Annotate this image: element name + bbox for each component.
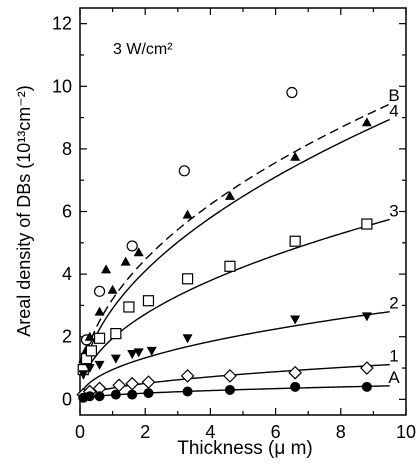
data-point [288,365,303,380]
data-point [290,381,301,392]
data-point [180,369,195,383]
data-point [84,391,95,402]
data-point [93,285,106,297]
data-point [361,218,373,230]
data-point [133,348,144,358]
data-point [290,151,301,161]
data-point [112,378,126,393]
series-label-1: 1 [389,347,398,366]
fit-curve-3 [82,218,390,380]
series-label-2: 2 [389,294,398,313]
y-tick-label: 2 [62,327,72,347]
fit-curve-4 [82,118,390,371]
data-point [84,364,95,374]
data-point [182,209,193,219]
data-point [361,117,372,127]
data-point [224,190,235,200]
data-point [123,301,135,313]
data-point [107,284,118,294]
series-label-3: 3 [389,201,398,220]
x-tick-label: 2 [140,422,150,442]
y-tick-label: 0 [62,389,72,409]
data-point [360,361,374,375]
data-point [94,306,105,316]
data-point [224,260,236,272]
plot-frame [79,7,407,416]
fit-curve-B [82,103,390,367]
data-point [141,375,156,389]
data-point [126,240,138,252]
data-point [94,360,105,370]
data-point [78,370,89,380]
data-point [94,391,105,402]
x-tick-label: 0 [75,422,85,442]
data-point [110,389,121,400]
y-tick-label: 10 [52,76,72,96]
data-point [181,273,194,285]
data-point [85,345,98,357]
data-point [178,165,190,177]
data-markers [76,86,374,403]
x-tick-label: 10 [396,422,416,442]
y-axis-label: Areal density of DBs (10¹³cm⁻²) [14,85,34,337]
data-point [120,256,131,266]
data-point [110,354,121,364]
data-point [143,388,154,399]
y-tick-label: 8 [62,139,72,159]
data-point [182,386,193,397]
x-axis-label: Thickness (μ m) [177,438,313,459]
data-point [286,86,298,99]
data-point [93,332,106,344]
y-tick-label: 12 [52,14,72,34]
data-point [125,376,140,391]
y-tick-label: 6 [62,202,72,222]
series-label-B: B [388,86,399,105]
data-point [84,331,95,341]
y-tick-label: 4 [62,264,72,284]
data-point [101,264,112,274]
data-point [133,247,144,257]
data-point [110,328,122,340]
data-point [290,315,301,325]
data-point [361,381,372,392]
series-label-A: A [388,368,400,387]
fit-curve-2 [82,311,390,390]
data-point [127,389,138,400]
series-label-4: 4 [389,102,398,121]
series-labels: B4 3 2 1 A [388,86,400,387]
data-point [142,295,155,307]
data-point [223,369,237,383]
annotation: 3 W/cm² [113,41,173,58]
data-point [182,334,193,344]
data-point [127,349,138,359]
data-point [361,312,372,322]
fit-curves [82,103,390,399]
data-point [289,235,301,247]
x-tick-label: 4 [205,422,215,442]
x-tick-label: 6 [271,422,281,442]
x-tick-label: 8 [336,422,346,442]
data-point [146,346,157,356]
data-point [224,384,235,395]
